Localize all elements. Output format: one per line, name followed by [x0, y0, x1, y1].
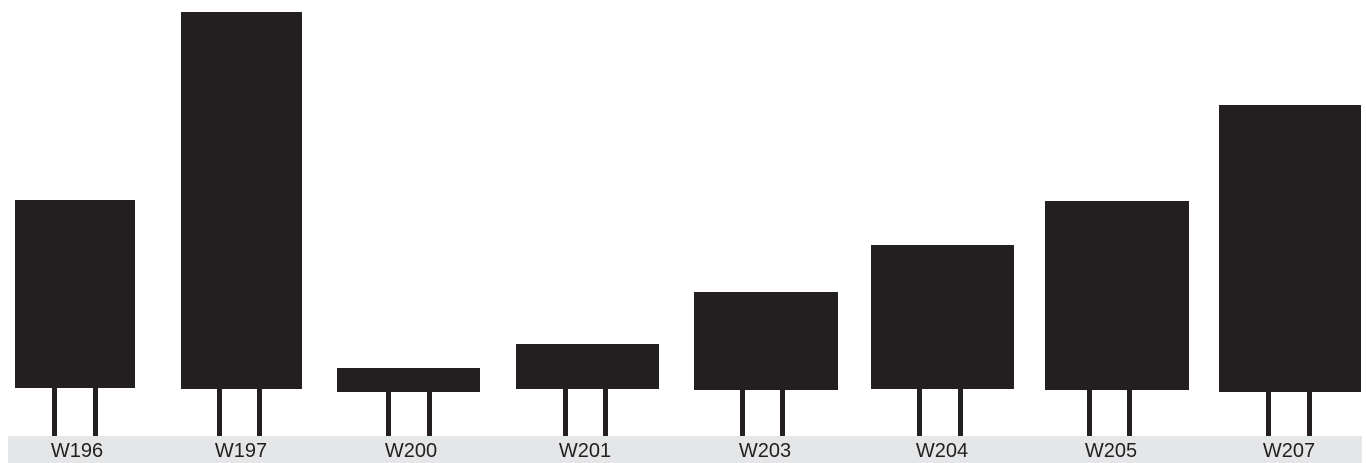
- resistor-w196-lead-left: [52, 388, 57, 436]
- resistor-w203-lead-right: [780, 390, 785, 436]
- resistor-w196: [15, 200, 135, 436]
- resistor-w205: [1045, 201, 1189, 436]
- resistor-w200-body: [337, 368, 480, 392]
- resistor-w196-lead-right: [93, 388, 98, 436]
- resistor-w197-lead-right: [257, 389, 262, 436]
- resistor-w201-lead-right: [603, 389, 608, 436]
- resistor-w197-body: [181, 12, 302, 389]
- label-band: [8, 436, 1362, 463]
- resistor-w201-body: [516, 344, 659, 389]
- resistor-w201: [516, 344, 659, 436]
- resistor-label-w204: W204: [915, 440, 969, 462]
- resistor-label-w205: W205: [1084, 440, 1138, 462]
- resistor-w205-body: [1045, 201, 1189, 390]
- resistor-w207-lead-right: [1307, 392, 1312, 436]
- resistor-w203-body: [694, 292, 838, 390]
- resistor-w200-lead-left: [386, 392, 391, 436]
- resistor-w204-lead-left: [917, 389, 922, 436]
- resistor-w207: [1219, 105, 1361, 436]
- resistor-label-w197: W197: [214, 440, 268, 462]
- resistor-w207-body: [1219, 105, 1361, 392]
- resistor-w204: [871, 245, 1014, 436]
- resistor-w207-lead-left: [1266, 392, 1271, 436]
- resistor-w196-body: [15, 200, 135, 388]
- resistor-label-w207: W207: [1262, 440, 1316, 462]
- resistor-w203-lead-left: [740, 390, 745, 436]
- resistor-w197: [181, 12, 302, 436]
- resistor-label-w203: W203: [738, 440, 792, 462]
- resistor-w204-body: [871, 245, 1014, 389]
- resistor-label-w196: W196: [50, 440, 104, 462]
- resistor-w200: [337, 368, 480, 436]
- resistor-label-w200: W200: [384, 440, 438, 462]
- resistor-w205-lead-left: [1087, 390, 1092, 436]
- resistor-label-w201: W201: [558, 440, 612, 462]
- resistor-w205-lead-right: [1127, 390, 1132, 436]
- resistor-w200-lead-right: [427, 392, 432, 436]
- resistor-w204-lead-right: [958, 389, 963, 436]
- resistor-w203: [694, 292, 838, 436]
- resistor-w201-lead-left: [563, 389, 568, 436]
- resistor-w197-lead-left: [217, 389, 222, 436]
